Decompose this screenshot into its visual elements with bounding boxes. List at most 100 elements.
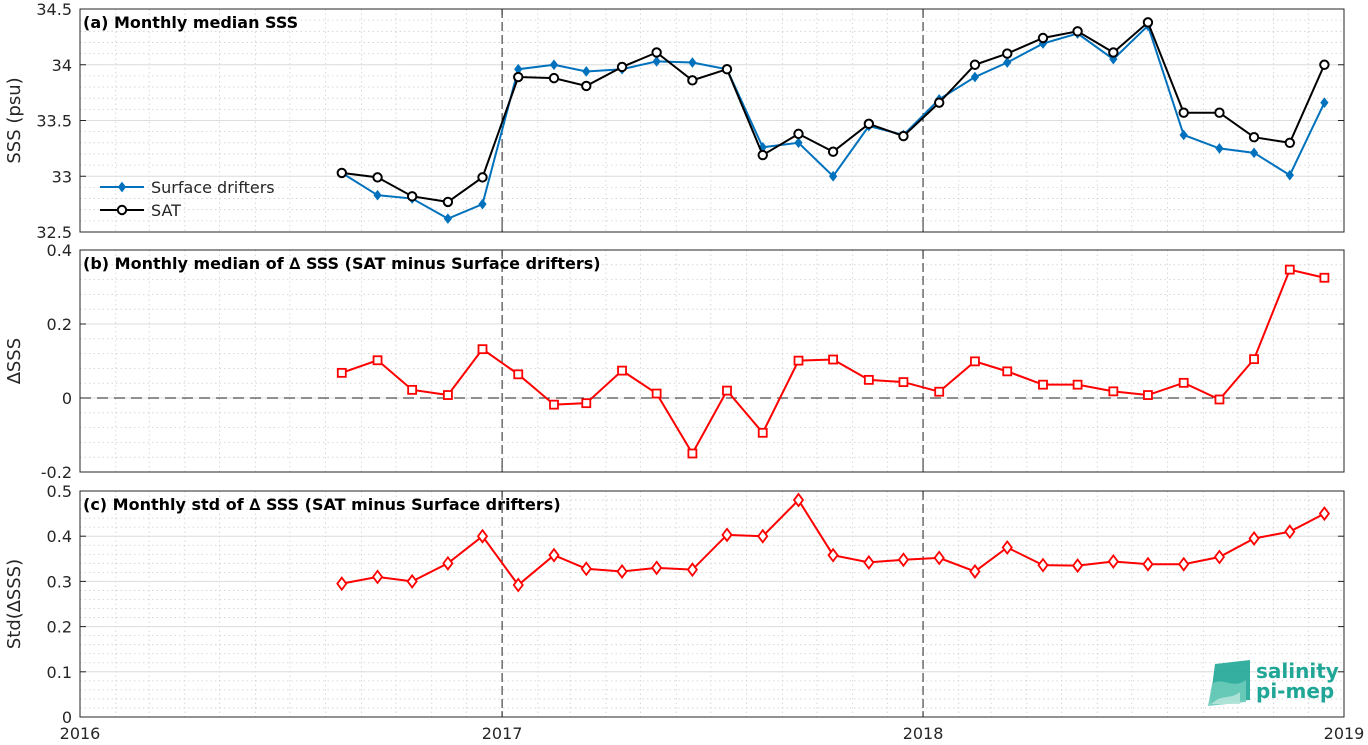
data-point	[549, 59, 559, 71]
data-point	[687, 75, 698, 86]
minor-grid-delta	[80, 249, 1344, 473]
legend: Surface drifters SAT	[100, 178, 275, 220]
data-point	[721, 527, 733, 543]
y-tick-label: 0.1	[47, 663, 72, 682]
data-point	[1248, 530, 1260, 546]
data-point	[407, 384, 418, 395]
y-tick-label: 0.2	[47, 315, 72, 334]
data-point	[476, 528, 489, 544]
x-tick-label: 2018	[903, 724, 944, 743]
data-point	[1178, 556, 1190, 572]
data-point	[1319, 59, 1330, 70]
data-point	[1178, 377, 1189, 388]
data-point	[1319, 272, 1330, 283]
legend-marker	[117, 181, 127, 193]
series-line	[341, 23, 1326, 220]
y-axis-label-sss: SSS (psu)	[4, 77, 25, 163]
data-point	[373, 189, 382, 201]
data-point	[1215, 143, 1224, 154]
data-point	[1071, 558, 1084, 574]
y-tick-label: 0.4	[47, 241, 72, 260]
data-point	[1320, 97, 1329, 108]
data-point	[1143, 390, 1153, 400]
data-point	[1284, 524, 1296, 540]
data-point	[652, 56, 661, 67]
series-delta-0	[336, 264, 1330, 459]
data-point	[970, 71, 980, 83]
y-tick-label: 0.3	[47, 572, 72, 591]
legend-marker	[116, 204, 128, 216]
x-tick-label: 2016	[60, 724, 101, 743]
data-point	[336, 167, 347, 179]
data-point	[548, 72, 560, 84]
data-point	[863, 554, 875, 570]
data-point	[442, 555, 454, 571]
legend-label: SAT	[151, 201, 181, 220]
data-point	[477, 172, 488, 183]
data-point	[406, 573, 418, 589]
data-point	[1072, 379, 1083, 390]
data-point	[1284, 137, 1295, 149]
data-point	[793, 355, 804, 366]
x-tick-label: 2019	[1324, 724, 1365, 743]
data-point	[549, 399, 559, 410]
data-point	[651, 388, 662, 399]
data-point	[548, 547, 560, 563]
y-tick-label: 34.5	[36, 0, 72, 19]
data-point	[898, 130, 909, 142]
logo-text-pi-mep: pi-mep	[1256, 679, 1334, 703]
data-point	[1142, 17, 1154, 28]
panel-std: 0 0.1 0.2 0.3 0.4 0.5 Std(∆SSS) (c) Monthly std…	[4, 482, 1345, 727]
y-tick-label: 33	[52, 167, 72, 186]
data-point	[581, 398, 592, 409]
y-tick-label: 32.5	[36, 223, 72, 242]
y-tick-label: 0.5	[47, 482, 72, 501]
data-point	[651, 560, 663, 576]
data-point	[792, 492, 805, 508]
y-tick-label: 33.5	[36, 112, 72, 131]
data-point	[1072, 26, 1083, 37]
data-point	[1249, 354, 1259, 365]
data-point	[721, 64, 733, 75]
data-point	[898, 377, 909, 387]
data-point	[1249, 147, 1259, 159]
data-point	[512, 577, 524, 593]
data-point	[582, 66, 591, 77]
data-point	[371, 569, 384, 585]
data-point	[686, 562, 699, 578]
data-point	[827, 146, 839, 157]
series-std-0	[336, 492, 1331, 593]
y-tick-label: 0.2	[47, 618, 72, 637]
data-point	[828, 354, 838, 365]
y-tick-label: 0	[62, 708, 72, 727]
data-point	[1179, 129, 1188, 141]
y-axis-label-std: Std(∆SSS)	[4, 559, 25, 649]
data-point	[513, 369, 524, 380]
panel-delta: -0.2 0 0.2 0.4 ∆SSS (b) Monthly median of ∆ S…	[4, 241, 1345, 482]
data-point	[934, 386, 945, 397]
data-point	[827, 547, 839, 563]
data-point	[580, 561, 592, 577]
data-point	[1214, 107, 1225, 118]
data-point	[616, 563, 628, 579]
data-point	[1002, 366, 1013, 377]
data-point	[793, 128, 804, 140]
y-tick-label: 0	[62, 389, 72, 408]
data-point	[477, 344, 488, 355]
series-sss-surface-drifters	[337, 20, 1329, 224]
y-tick-label: -0.2	[41, 463, 72, 482]
data-point	[1318, 506, 1331, 522]
data-point	[581, 80, 592, 92]
data-point	[513, 71, 524, 83]
data-point	[970, 356, 980, 367]
data-point	[757, 528, 769, 544]
data-point	[1284, 264, 1295, 275]
data-point	[1037, 32, 1049, 44]
data-point	[442, 390, 453, 400]
data-point	[1001, 540, 1013, 555]
data-point	[722, 385, 732, 396]
data-point	[443, 213, 453, 224]
data-point	[372, 172, 383, 183]
